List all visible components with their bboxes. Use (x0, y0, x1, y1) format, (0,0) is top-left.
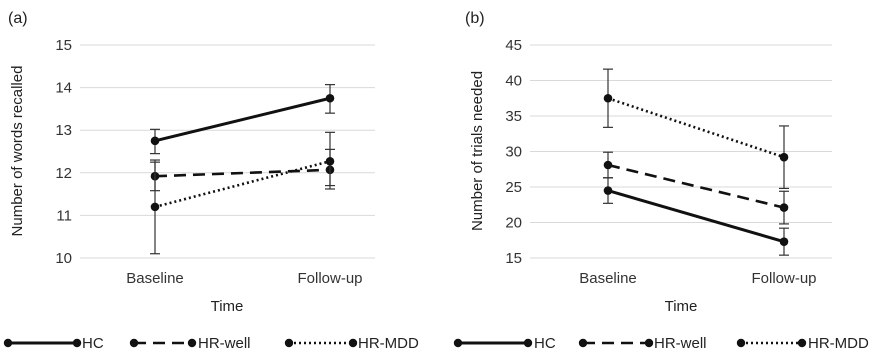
panel-a-series-hr-well-line (154, 168, 331, 178)
panel-b-legend-hc-marker (453, 338, 463, 348)
panel-a-y-tick-label: 13 (55, 122, 72, 139)
panel-b-series-hr-well-line (607, 163, 785, 209)
panel-b-y-axis-title: Number of trials needed (469, 71, 486, 231)
panel-b-y-tick-label: 45 (505, 37, 522, 54)
panel-a-series-hr-mdd-point (150, 202, 160, 212)
panel-b-legend-hc-label: HC (534, 335, 556, 352)
panel-a-x-axis-title: Time (211, 298, 244, 315)
panel-a-series-hc-line (154, 96, 331, 143)
panel-a-y-tick-label: 14 (55, 80, 72, 97)
panel-a-chart: (a) 10 11 12 13 14 15 Baseline Follow-up Time Numb… (3, 10, 419, 352)
panel-a-series-hr-mdd-point (325, 156, 335, 166)
panel-a-x-tick-label: Baseline (126, 270, 184, 287)
panel-a-label: (a) (8, 10, 28, 27)
panel-a-x-tick-label: Follow-up (297, 270, 362, 287)
panel-b-series-hc-point (779, 237, 789, 246)
panel-b-legend-hr-well-marker (578, 338, 588, 348)
panel-b-x-tick-label: Follow-up (751, 270, 816, 287)
panel-a-legend-hc-label: HC (82, 335, 104, 352)
panel-b-y-tick-label: 35 (505, 108, 522, 125)
panel-b-legend-hc-marker (523, 338, 533, 348)
panel-a-legend-hr-mdd-label: HR-MDD (358, 335, 419, 352)
panel-b-legend-hr-mdd-label: HR-MDD (808, 335, 869, 352)
panel-b-series-hr-mdd-point (603, 93, 613, 103)
panel-b-series-hc-point (603, 186, 613, 195)
panel-b-y-tick-label: 20 (505, 215, 522, 232)
panel-a-series-hc-point (325, 93, 335, 103)
panel-b-legend-hr-mdd-marker (797, 338, 807, 348)
panel-a-series-hc-point (150, 136, 160, 146)
panel-a-y-tick-label: 10 (55, 250, 72, 267)
panel-b-series-hr-well-point (603, 160, 613, 170)
panel-a-legend-hr-mdd-marker (348, 338, 358, 348)
panel-b-legend-hr-mdd-marker (736, 338, 746, 348)
panel-b-x-tick-label: Baseline (579, 270, 637, 287)
panel-b-y-tick-label: 30 (505, 144, 522, 161)
panel-b-series-hr-mdd-point (779, 152, 789, 162)
panel-a-y-tick-label: 12 (55, 165, 72, 182)
panel-a-legend-hr-well-marker (129, 338, 139, 348)
panel-b-series-hc-line (607, 189, 785, 244)
panel-a-y-axis-title: Number of words recalled (9, 66, 26, 237)
panel-b-legend-hr-well-marker (644, 338, 654, 348)
panel-a-legend-hc-marker (3, 338, 13, 348)
panel-b-legend-hr-well-label: HR-well (654, 335, 707, 352)
panel-b-y-tick-label: 40 (505, 73, 522, 90)
panel-b-series-hr-mdd-line (607, 97, 785, 159)
panel-a-y-tick-label: 15 (55, 37, 72, 54)
panel-a-series-hr-mdd-line (154, 160, 331, 209)
panel-b-series-hr-well-point (779, 203, 789, 212)
panel-a-legend-hr-mdd-marker (284, 338, 294, 348)
panel-b-y-tick-label: 15 (505, 250, 522, 267)
panel-a-legend-hc-marker (72, 338, 82, 348)
panel-b-label: (b) (465, 10, 485, 27)
panel-a-legend-hr-well-marker (187, 338, 197, 348)
panel-b-chart: (b) 15 20 25 30 35 40 45 Baseline Follow-up Time Nu… (453, 10, 869, 352)
panel-b-y-tick-label: 25 (505, 179, 522, 196)
panel-a-legend-hr-well-label: HR-well (198, 335, 251, 352)
panel-b-x-axis-title: Time (665, 298, 698, 315)
panel-a-y-tick-label: 11 (56, 207, 72, 224)
